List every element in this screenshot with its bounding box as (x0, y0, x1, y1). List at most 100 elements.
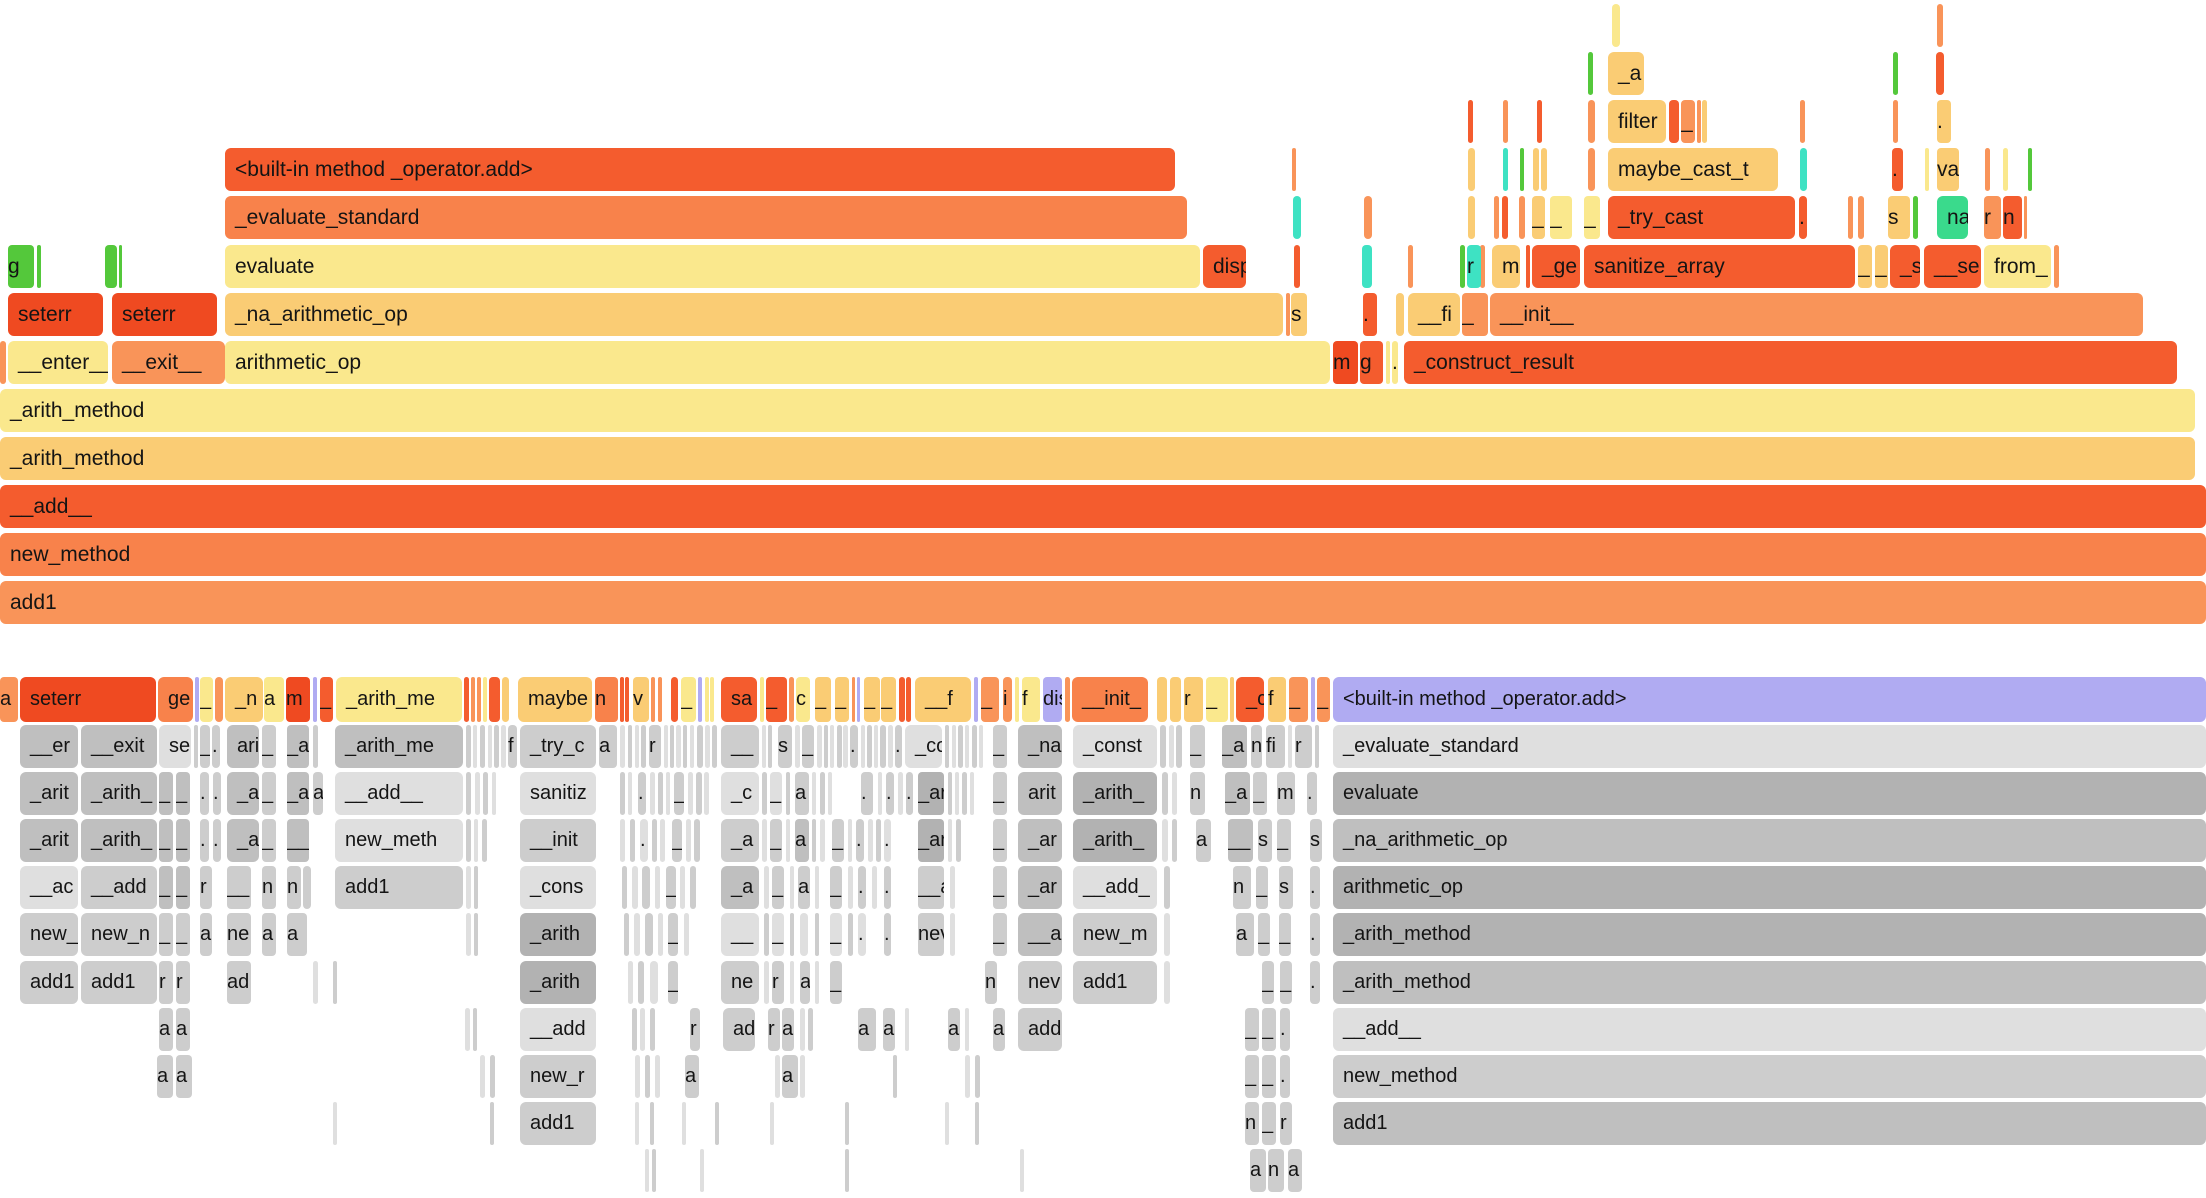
tree-root-sliver[interactable] (1157, 677, 1167, 722)
tree-frame-[interactable]: . (884, 866, 891, 910)
tree-frame-sliver[interactable] (872, 866, 877, 910)
frame-sliver[interactable] (105, 244, 117, 288)
tree-root-_[interactable]: _ (681, 677, 696, 722)
frame-sliver[interactable] (1408, 244, 1413, 288)
tree-frame-sliver[interactable] (686, 819, 691, 863)
tree-frame-sliver[interactable] (950, 913, 955, 957)
tree-frame-sliver[interactable] (658, 913, 663, 957)
tree-root-ge[interactable]: ge (158, 677, 193, 722)
tree-frame-sliver[interactable] (655, 1054, 660, 1098)
tree-frame-sliver[interactable] (694, 819, 700, 863)
tree-frame-sliver[interactable] (632, 1007, 637, 1051)
tree-frame-_[interactable]: _ (1262, 1007, 1276, 1051)
tree-frame-_na_arithmetic_op[interactable]: _na_arithmetic_op (1333, 819, 2206, 863)
tree-frame-__exit[interactable]: __exit (81, 725, 157, 768)
tree-frame-sliver[interactable] (1160, 725, 1166, 768)
frame-__exit__[interactable]: __exit__ (112, 340, 225, 384)
frame-sliver[interactable] (1612, 4, 1620, 47)
tree-frame-sliver[interactable] (800, 1007, 805, 1051)
tree-root-sliver[interactable] (698, 677, 702, 722)
tree-frame-sliver[interactable] (688, 772, 693, 816)
tree-frame-sliver[interactable] (970, 772, 974, 816)
tree-frame-sliver[interactable] (843, 725, 848, 768)
frame-sliver[interactable] (1702, 100, 1707, 144)
tree-root-_[interactable]: _ (320, 677, 333, 722)
tree-frame-add1[interactable]: add1 (520, 1101, 596, 1145)
tree-frame-sliver[interactable] (1162, 772, 1168, 816)
tree-root-f[interactable]: f (1268, 677, 1286, 722)
tree-frame-sliver[interactable] (652, 819, 657, 863)
frame-sliver[interactable] (2028, 148, 2032, 192)
tree-frame-sliver[interactable] (975, 1054, 980, 1098)
tree-root-_c[interactable]: _c (1236, 677, 1264, 722)
tree-frame-r[interactable]: r (1295, 725, 1312, 768)
tree-frame-[interactable]: . (213, 772, 221, 816)
tree-frame-_[interactable]: _ (1277, 819, 1291, 863)
tree-frame-sliver[interactable] (313, 725, 318, 768)
tree-root-m[interactable]: m (286, 677, 310, 722)
frame-_arith_method[interactable]: _arith_method (0, 388, 2195, 432)
tree-frame-_ar[interactable]: _ar (918, 772, 944, 816)
tree-frame-sliver[interactable] (848, 819, 852, 863)
tree-frame-sliver[interactable] (480, 725, 485, 768)
tree-frame-sliver[interactable] (634, 913, 640, 957)
tree-frame-sliver[interactable] (979, 725, 983, 768)
tree-frame-_[interactable]: _ (262, 725, 276, 768)
tree-frame-sliver[interactable] (790, 960, 794, 1004)
tree-frame-sliver[interactable] (333, 960, 337, 1004)
tree-frame-ne[interactable]: ne (721, 960, 759, 1004)
tree-frame-sliver[interactable] (945, 725, 949, 768)
frame-sliver[interactable] (1588, 148, 1595, 192)
tree-frame-[interactable]: . (906, 772, 913, 816)
tree-root-sliver[interactable] (760, 677, 764, 722)
tree-frame-[interactable]: . (640, 819, 648, 863)
tree-frame-sliver[interactable] (474, 913, 478, 957)
tree-root-sliver[interactable] (1065, 677, 1070, 722)
tree-frame-sliver[interactable] (764, 866, 769, 910)
tree-frame-n[interactable]: n (1268, 1148, 1284, 1192)
tree-frame-_arith[interactable]: _arith (520, 913, 596, 957)
tree-frame-sliver[interactable] (764, 960, 769, 1004)
tree-root-_[interactable]: _ (835, 677, 849, 722)
tree-frame-[interactable]: . (1310, 960, 1320, 1004)
tree-frame-__add_[interactable]: __add_ (1073, 866, 1157, 910)
frame-sliver[interactable] (1526, 244, 1530, 288)
tree-frame-[interactable]: . (856, 819, 864, 863)
frame-sliver[interactable] (1925, 148, 1929, 192)
tree-frame-sliver[interactable] (700, 1148, 704, 1192)
frame-sliver[interactable] (1985, 148, 1990, 192)
tree-root-sliver[interactable] (852, 677, 855, 722)
tree-frame-sliver[interactable] (638, 960, 644, 1004)
tree-frame-_const[interactable]: _const (1073, 725, 1157, 768)
frame-m[interactable]: m (1333, 340, 1358, 384)
tree-frame-add1[interactable]: add1 (1333, 1101, 2206, 1145)
frame-sliver[interactable] (1396, 292, 1404, 336)
tree-frame-sliver[interactable] (697, 725, 703, 768)
frame-__init__[interactable]: __init__ (1490, 292, 2143, 336)
tree-frame-sliver[interactable] (820, 772, 825, 816)
frame-sliver[interactable] (1519, 196, 1525, 240)
tree-frame-_[interactable]: _ (1262, 960, 1274, 1004)
tree-frame-f[interactable]: f (508, 725, 517, 768)
frame-seterr[interactable]: seterr (8, 292, 103, 336)
frame-seterr[interactable]: seterr (112, 292, 217, 336)
tree-frame-r[interactable]: r (176, 960, 190, 1004)
tree-frame-a[interactable]: a (313, 772, 323, 816)
tree-frame-__[interactable]: __ (721, 913, 759, 957)
tree-frame-__ac[interactable]: __ac (20, 866, 78, 910)
tree-frame-sliver[interactable] (630, 819, 635, 863)
tree-frame-a[interactable]: a (993, 1007, 1005, 1051)
tree-frame-sliver[interactable] (815, 866, 819, 910)
frame-sliver[interactable] (1937, 4, 1943, 47)
frame-builtinmethod_operatoradd[interactable]: <built-in method _operator.add> (225, 148, 1175, 192)
tree-frame-sliver[interactable] (650, 772, 655, 816)
tree-frame-sliver[interactable] (795, 725, 800, 768)
tree-root-_[interactable]: _ (766, 677, 787, 722)
tree-frame-sliver[interactable] (680, 866, 685, 910)
tree-frame-r[interactable]: r (649, 725, 661, 768)
tree-frame-sliver[interactable] (824, 725, 828, 768)
tree-frame-sliver[interactable] (635, 725, 639, 768)
tree-frame-n[interactable]: n (1245, 1101, 1259, 1145)
tree-frame-sliver[interactable] (770, 1101, 774, 1145)
frame-sliver[interactable] (1913, 196, 1918, 240)
